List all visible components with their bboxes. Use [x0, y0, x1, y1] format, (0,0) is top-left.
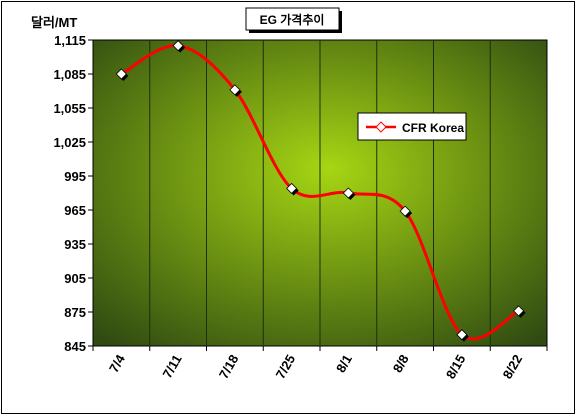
y-tick-label: 1,115 — [54, 33, 86, 48]
data-point — [229, 84, 242, 97]
y-tick-label: 1,085 — [53, 67, 86, 82]
data-point — [513, 305, 526, 318]
x-axis-ticks: 7/4 7/11 7/18 7/25 8/1 8/8 8/15 8/22 — [92, 346, 548, 381]
y-tick-label: 995 — [64, 169, 86, 184]
legend-label: CFR Korea — [402, 121, 464, 135]
x-tick-label: 8/15 — [443, 352, 469, 381]
x-tick-label: 8/8 — [390, 352, 412, 375]
data-point — [115, 68, 129, 81]
x-tick-label: 7/4 — [106, 351, 128, 375]
legend-marker — [375, 121, 387, 133]
legend: CFR Korea — [357, 112, 467, 141]
y-tick-label: 1,055 — [53, 101, 86, 116]
chart-title: EG 가격추이 — [260, 12, 325, 27]
data-point — [172, 40, 186, 53]
x-tick-label: 8/1 — [333, 352, 355, 375]
x-tick-label: 7/18 — [216, 352, 242, 381]
y-tick-label: 965 — [64, 203, 86, 218]
y-axis-label: 달러/MT — [31, 15, 77, 30]
chart-title-box: EG 가격추이 — [245, 7, 342, 33]
x-tick-label: 7/11 — [159, 352, 184, 381]
x-tick-label: 7/25 — [273, 352, 299, 381]
y-tick-label: 845 — [64, 339, 86, 354]
data-point — [399, 205, 413, 219]
y-tick-label: 935 — [64, 237, 86, 252]
y-tick-label: 875 — [64, 305, 86, 320]
x-tick-label: 8/22 — [500, 352, 526, 381]
series-line — [120, 44, 520, 341]
y-tick-label: 905 — [64, 271, 86, 286]
y-axis-ticks: 1,115 1,085 1,055 1,025 995 965 935 905 875 845 — [53, 33, 93, 354]
y-tick-label: 1,025 — [53, 135, 86, 150]
data-point — [286, 182, 299, 196]
vertical-gridlines — [149, 40, 491, 346]
data-point — [342, 187, 356, 200]
data-point — [456, 329, 469, 342]
series-cfr-korea — [115, 40, 526, 342]
